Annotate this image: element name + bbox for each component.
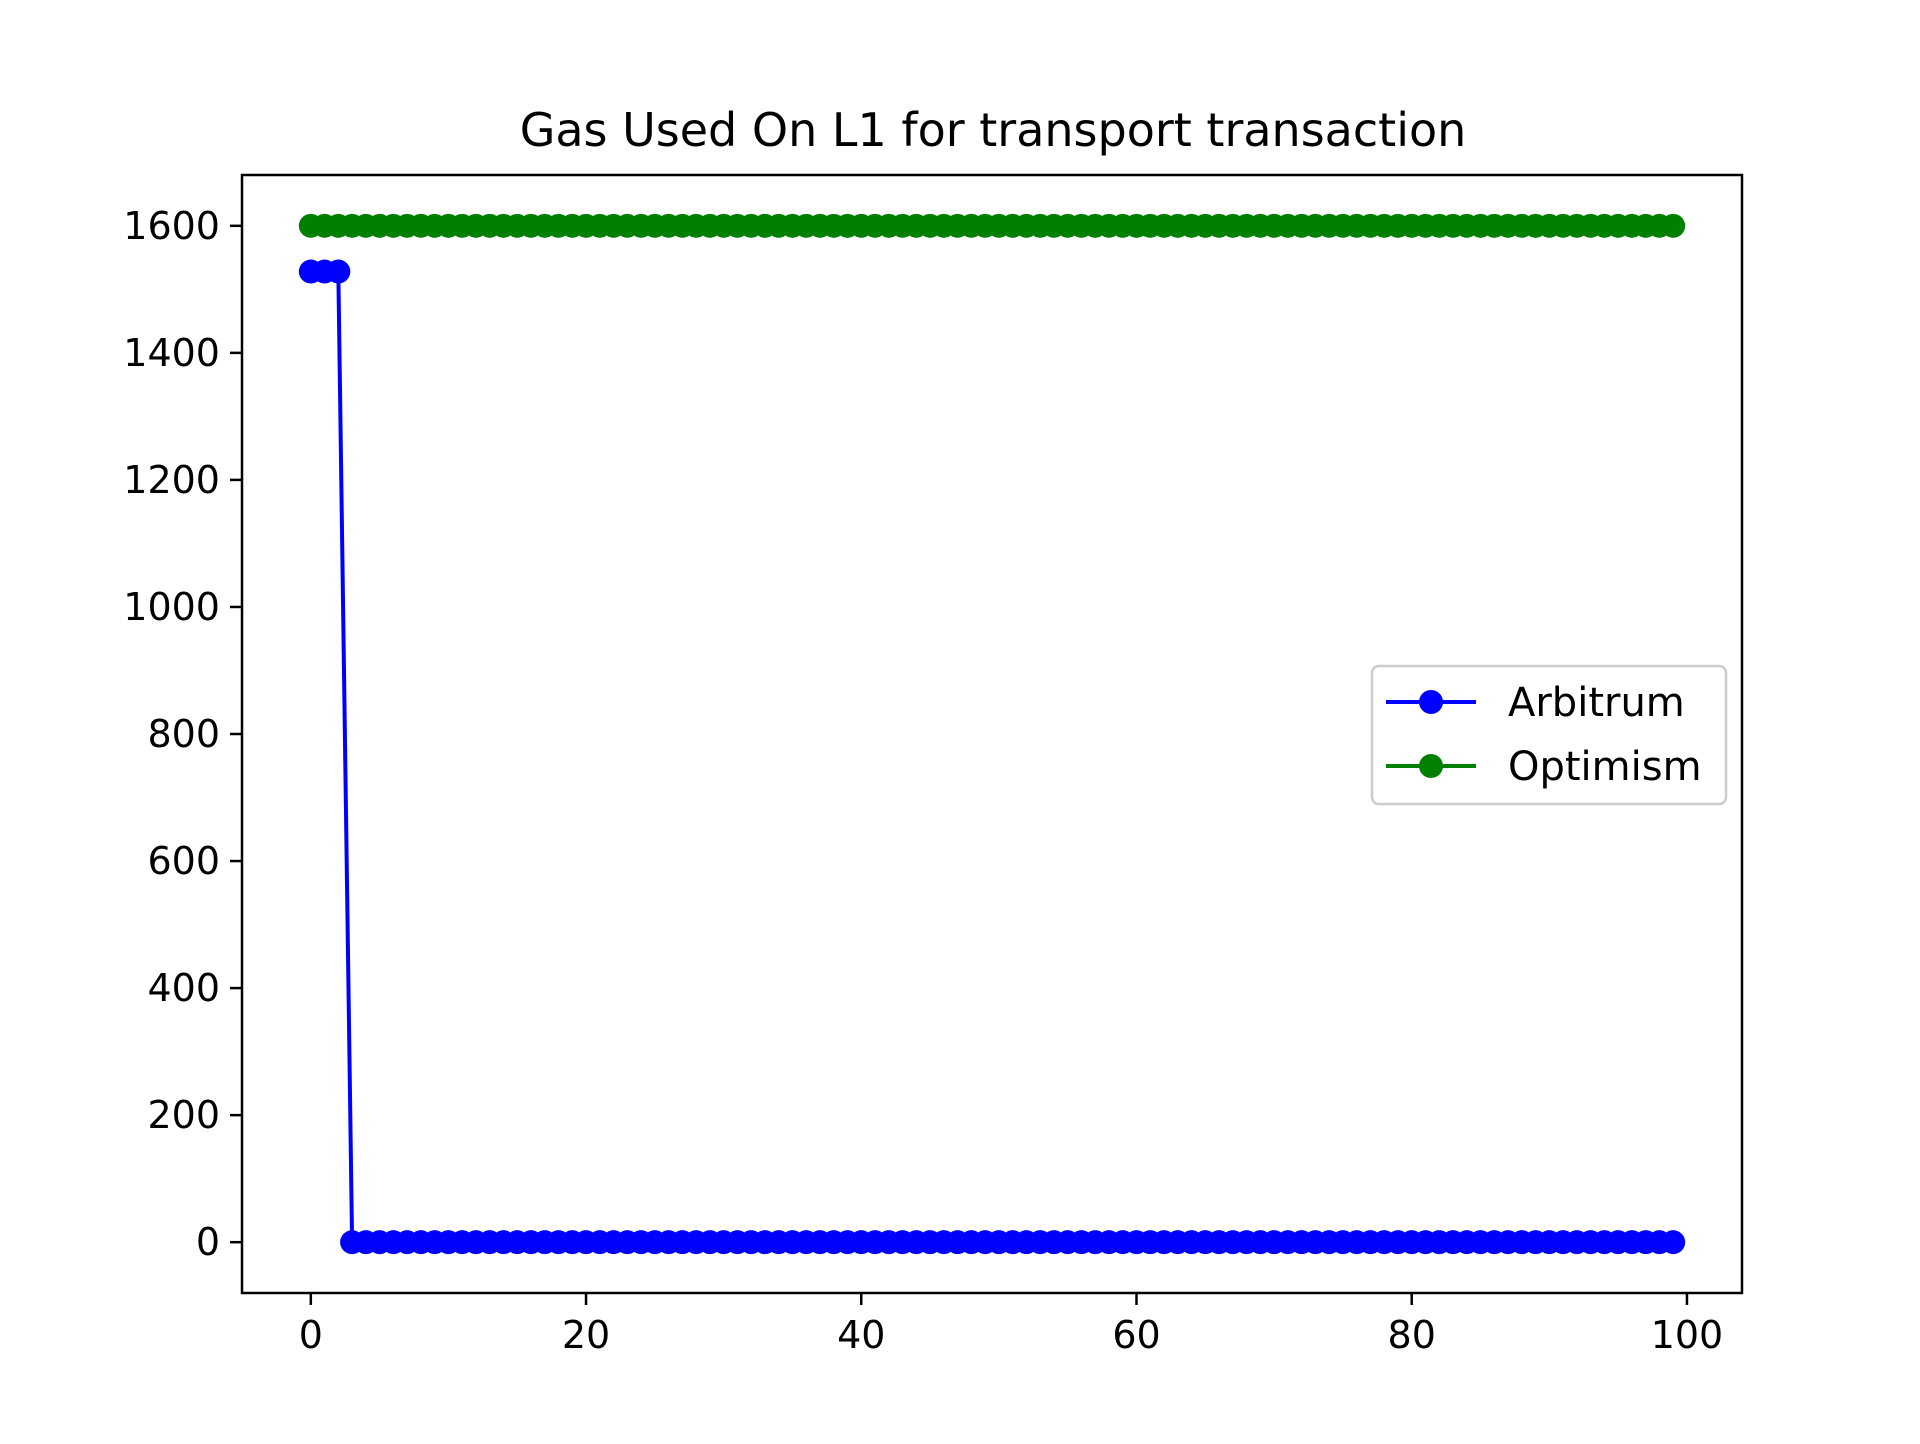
- legend-label-optimism: Optimism: [1508, 744, 1702, 790]
- y-tick-label: 1400: [123, 331, 220, 375]
- y-tick-label: 1600: [123, 204, 220, 248]
- data-point-arbitrum: [1661, 1230, 1686, 1255]
- x-tick-label: 0: [299, 1313, 323, 1357]
- legend-label-arbitrum: Arbitrum: [1508, 680, 1685, 726]
- y-tick-label: 200: [147, 1093, 220, 1137]
- y-tick-label: 1200: [123, 458, 220, 502]
- legend-marker-arbitrum: [1419, 690, 1443, 714]
- data-point-optimism: [1661, 213, 1686, 238]
- y-tick-label: 800: [147, 712, 220, 756]
- x-tick-label: 40: [837, 1313, 885, 1357]
- y-tick-label: 0: [196, 1220, 220, 1264]
- axes: 0 20 40 60 80 1000200400600800100012001400160…: [123, 173, 1744, 1357]
- chart-title: Gas Used On L1 for transport transaction: [520, 103, 1467, 157]
- y-tick-label: 400: [147, 966, 220, 1010]
- x-tick-label: 20: [562, 1313, 610, 1357]
- legend: Arbitrum Optimism: [1370, 664, 1728, 806]
- data-point-arbitrum: [326, 259, 351, 284]
- plot-area: [298, 213, 1686, 1255]
- legend-marker-optimism: [1419, 754, 1443, 778]
- y-tick-label: 1000: [123, 585, 220, 629]
- x-tick-label: 60: [1112, 1313, 1160, 1357]
- x-tick-label: 100: [1651, 1313, 1724, 1357]
- x-tick-label: 80: [1388, 1313, 1436, 1357]
- legend-entry-optimism: Optimism: [1386, 744, 1702, 790]
- y-tick-label: 600: [147, 839, 220, 883]
- legend-entry-arbitrum: Arbitrum: [1386, 680, 1685, 726]
